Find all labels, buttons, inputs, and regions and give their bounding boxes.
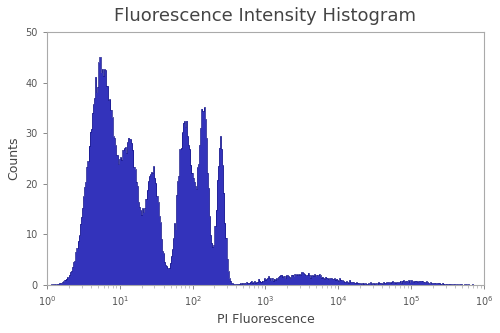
X-axis label: PI Fluorescence: PI Fluorescence	[216, 313, 314, 326]
Y-axis label: Counts: Counts	[7, 137, 20, 180]
Title: Fluorescence Intensity Histogram: Fluorescence Intensity Histogram	[114, 7, 416, 25]
